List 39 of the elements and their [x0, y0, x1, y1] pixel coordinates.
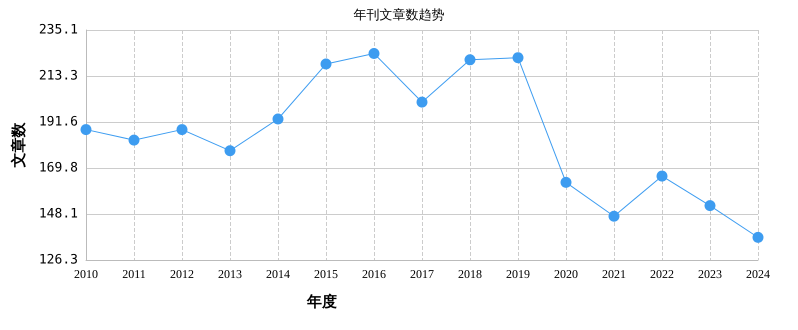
x-tick-label: 2019 — [506, 267, 530, 281]
point — [368, 48, 380, 59]
point — [512, 52, 524, 64]
point — [752, 232, 764, 243]
x-tick-label: 2015 — [314, 267, 338, 281]
point — [224, 145, 236, 156]
x-tick-label: 2010 — [74, 267, 98, 281]
point — [704, 200, 716, 212]
point — [656, 170, 668, 182]
x-tick-label: 2014 — [266, 267, 290, 281]
y-tick-label: 213.3 — [38, 68, 78, 84]
y-tick-label: 148.1 — [38, 206, 78, 222]
x-axis-title: 年度 — [306, 292, 337, 310]
x-tick-label: 2024 — [746, 267, 770, 281]
x-tick-label: 2013 — [218, 267, 242, 281]
point — [80, 124, 92, 136]
x-tick-label: 2016 — [362, 267, 386, 281]
x-tick-label: 2018 — [458, 267, 482, 281]
x-tick-label: 2022 — [650, 267, 674, 281]
point — [320, 58, 332, 70]
x-tick-label: 2023 — [698, 267, 722, 281]
y-tick-label: 235.1 — [38, 22, 78, 38]
y-axis-title: 文章数 — [10, 122, 28, 168]
point — [128, 134, 140, 146]
point — [560, 176, 572, 188]
x-tick-label: 2012 — [170, 267, 194, 281]
y-tick-label: 169.8 — [38, 160, 78, 176]
x-tick-label: 2017 — [410, 267, 434, 281]
chart-title: 年刊文章数趋势 — [354, 8, 444, 23]
x-tick-label: 2021 — [602, 267, 626, 281]
point — [608, 210, 620, 222]
x-tick-label: 2011 — [122, 267, 146, 281]
x-tick-label: 2020 — [554, 267, 578, 281]
point — [464, 54, 476, 66]
point — [272, 114, 284, 124]
point — [416, 96, 428, 108]
point — [176, 124, 188, 136]
y-tick-label: 191.6 — [38, 114, 78, 130]
y-tick-label: 126.3 — [38, 252, 78, 268]
